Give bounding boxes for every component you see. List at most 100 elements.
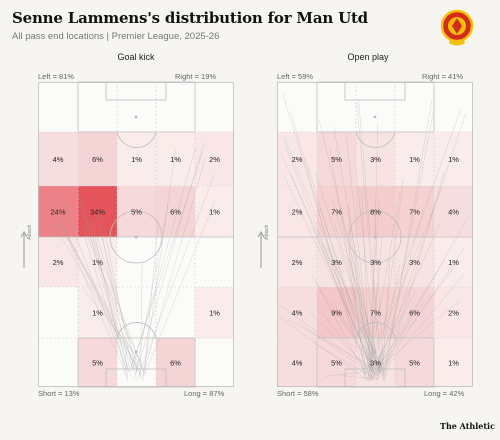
pass-line <box>283 175 376 369</box>
top-penalty-arc <box>116 131 157 148</box>
cell-value-label: 2% <box>448 309 459 318</box>
pass-line <box>377 300 460 369</box>
pass-line <box>83 288 146 368</box>
cell-value-label: 1% <box>209 309 220 318</box>
cell-value-label: 1% <box>448 359 459 368</box>
cell-value-label: 1% <box>92 258 103 267</box>
heatmap-cell <box>195 186 234 237</box>
zone-grid <box>277 82 473 387</box>
heatmap-cell <box>317 132 356 186</box>
pass-line <box>287 319 384 374</box>
right-share-label: Right = 41% <box>422 72 464 81</box>
pass-line <box>358 98 382 371</box>
heatmap-cell <box>156 338 195 387</box>
cell-value-label: 4% <box>448 208 459 217</box>
zone-grid <box>38 82 234 387</box>
pass-line <box>50 206 139 371</box>
panel-title-open-play: Open play <box>347 52 389 62</box>
pass-line <box>58 190 127 370</box>
pass-line <box>132 147 196 369</box>
pass-line <box>333 302 373 370</box>
pass-line <box>349 286 380 372</box>
cell-value-label: 7% <box>331 208 342 217</box>
left-share-label: Left = 81% <box>38 72 75 81</box>
pitch-open-play: 2% 5% 3% 1% 1% 2% 7% 8% 7% 4% 2% 3% 3% 3% 1% 4% 9% 7% 6% 2%… <box>277 81 473 388</box>
heatmap-cell <box>277 338 317 387</box>
cell-value-label: 3% <box>409 258 420 267</box>
cell-value-label: 5% <box>409 359 420 368</box>
pitch-outline <box>38 82 234 387</box>
cell-value-label: 6% <box>170 208 181 217</box>
pass-line <box>348 258 384 377</box>
top-six-yard-box <box>344 81 406 101</box>
cell-value-label: 6% <box>409 309 420 318</box>
heatmap-cell <box>78 186 117 237</box>
heatmap-cell <box>117 132 156 186</box>
chart-subtitle: All pass end locations | Premier League,… <box>12 31 220 42</box>
cell-value-label: 4% <box>292 359 303 368</box>
pass-line <box>382 274 464 372</box>
chart-title: Senne Lammens's distribution for Man Utd <box>12 9 368 27</box>
pass-line <box>133 142 205 381</box>
pass-line <box>91 222 127 378</box>
cell-value-label: 3% <box>331 258 342 267</box>
pass-line <box>93 193 132 379</box>
cell-value-label: 1% <box>448 258 459 267</box>
cell-value-label: 5% <box>331 359 342 368</box>
pitch-outline <box>277 82 473 387</box>
cell-value-label: 2% <box>292 208 303 217</box>
panel-title-goal-kick: Goal kick <box>117 52 155 62</box>
pass-line <box>315 171 379 371</box>
pass-line <box>56 214 142 376</box>
pass-line <box>65 232 146 376</box>
pass-line <box>142 150 176 382</box>
pass-line <box>368 186 443 368</box>
heatmap-cell <box>78 132 117 186</box>
pass-line <box>319 205 376 375</box>
pass-line <box>297 321 366 371</box>
pass-line <box>348 217 370 369</box>
pass-line <box>383 109 434 376</box>
pass-line <box>322 312 375 380</box>
pass-line <box>124 351 128 381</box>
cell-value-label: 24% <box>50 208 65 217</box>
heatmap-cell <box>78 338 117 387</box>
bottom-penalty-spot <box>134 350 138 354</box>
pass-line <box>81 196 130 373</box>
pass-line <box>84 235 128 373</box>
cell-value-label: 7% <box>409 208 420 217</box>
heatmap-cell <box>434 186 473 237</box>
pass-line <box>367 201 380 368</box>
pass-line <box>341 375 379 380</box>
pass-line <box>316 284 377 371</box>
cell-value-label: 9% <box>331 309 342 318</box>
cell-value-label: 2% <box>292 155 303 164</box>
pass-line <box>136 174 215 381</box>
right-share-label: Right = 19% <box>175 72 217 81</box>
pass-line <box>84 215 145 374</box>
heatmap-cell <box>317 338 356 387</box>
cell-value-label: 7% <box>370 309 381 318</box>
pass-line <box>370 122 379 380</box>
cell-value-label: 5% <box>92 359 103 368</box>
cell-value-label: 1% <box>170 155 181 164</box>
pass-line <box>53 223 139 372</box>
pass-lines <box>277 93 470 382</box>
cell-value-label: 4% <box>53 155 64 164</box>
pass-line <box>380 246 466 373</box>
cell-value-label: 5% <box>331 155 342 164</box>
pass-line <box>277 303 383 379</box>
top-penalty-spot <box>373 115 377 119</box>
cell-value-label: 3% <box>370 155 381 164</box>
heatmap-cell <box>395 132 434 186</box>
heatmap-cell <box>195 287 234 338</box>
top-penalty-spot <box>134 115 138 119</box>
heatmap-cell <box>277 186 317 237</box>
pitch-goal-kick: 4% 6% 1% 1% 2% 24% 34% 5% 6% 1% 2% 1% 1% 1% 5% 6% <box>38 81 234 388</box>
publisher-logo: The Athletic <box>440 421 495 431</box>
short-share-label: Short = 58% <box>277 389 319 398</box>
cell-value-label: 3% <box>370 258 381 267</box>
pass-line <box>307 309 371 370</box>
heatmap-cell <box>38 186 78 237</box>
pass-line <box>282 93 367 368</box>
